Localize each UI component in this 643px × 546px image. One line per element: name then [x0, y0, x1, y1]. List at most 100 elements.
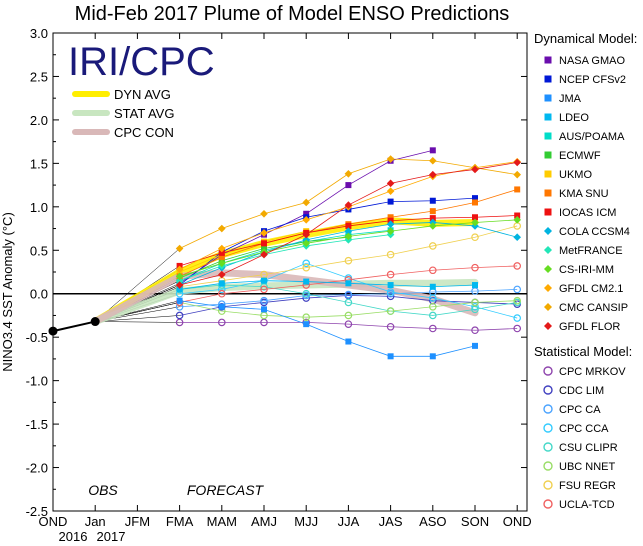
point-gfdl-cm2-1	[260, 229, 268, 237]
legend-marker-aus-poama	[544, 132, 552, 140]
point-metfrance	[175, 276, 184, 285]
point-gfdl-flor	[302, 230, 310, 239]
point-gfdl-flor	[429, 170, 437, 179]
legend-marker-cdc-lim	[543, 385, 553, 395]
point-gfdl-cm2-1	[218, 244, 226, 253]
legend-marker-jma	[544, 94, 552, 102]
dynamical-models-legend: NASA GMAO NCEP CFSv2 JMA LDEO AUS/POAMA ECMWF…	[544, 55, 630, 333]
legend-label-aus-poama: AUS/POAMA	[559, 131, 625, 143]
point-ldeo	[218, 280, 225, 287]
legend-label-ubc-nnet: UBC NNET	[559, 461, 616, 473]
point-cmc-cansip	[218, 224, 226, 233]
point-gfdl-flor	[344, 201, 353, 209]
legend-marker-cs-iri-mm	[544, 265, 552, 273]
point-fsu-regr	[386, 250, 395, 259]
point-cmc-cansip	[260, 209, 268, 218]
point-cpc-cca	[428, 294, 437, 302]
series-line-cpc-mrkov	[179, 322, 518, 331]
x-tick-label: JAS	[379, 514, 403, 529]
legend-label-cmc-cansip: CMC CANSIP	[559, 302, 628, 314]
legend-label-ncep-cfsv2: NCEP CFSv2	[559, 74, 626, 86]
point-ucla-tcd	[260, 285, 268, 294]
legend-label-gfdl-cm2-1: GFDL CM2.1	[559, 283, 623, 295]
point-jma	[472, 342, 478, 349]
point-gfdl-cm2-1	[386, 187, 395, 195]
x-tick-label: Jan	[85, 514, 106, 529]
point-ubc-nnet	[344, 311, 353, 320]
point-cpc-cca	[471, 302, 479, 311]
point-ucla-tcd	[386, 270, 395, 279]
legend-marker-gfdl-cm2-1	[544, 284, 552, 292]
legend-marker-fsu-regr	[543, 480, 553, 490]
point-cs-iri-mm	[386, 227, 395, 235]
point-ldeo	[176, 286, 183, 293]
point-csu-clipr	[428, 311, 437, 320]
point-iocas-icm	[218, 249, 225, 256]
x-axis-ticks: OND Jan JFM FMA MAM AMJ MJJ JJA JAS ASO SON OND	[39, 33, 532, 529]
point-ncep-cfsv2	[472, 195, 478, 202]
point-ucla-tcd	[218, 289, 226, 298]
x-tick-label: OND	[503, 514, 532, 529]
plot-frame	[52, 32, 528, 512]
x-tick-label: MJJ	[294, 514, 318, 529]
legend-label-ecmwf: ECMWF	[559, 150, 601, 162]
legend-label-cpc-ca: CPC CA	[559, 404, 601, 416]
x-tick-label: JJA	[338, 514, 360, 529]
point-jma	[303, 321, 310, 328]
forecast-label: FORECAST	[187, 482, 265, 498]
legend-marker-ubc-nnet	[543, 461, 553, 471]
point-ubc-nnet	[471, 298, 479, 307]
point-nasa-gmao	[303, 210, 310, 217]
point-cmc-cansip	[344, 169, 353, 178]
point-ncep-cfsv2	[429, 197, 436, 204]
point-kma-snu	[218, 254, 225, 261]
y-tick-label: -1.0	[26, 374, 48, 389]
legend-label-cpc-mrkov: CPC MRKOV	[559, 366, 626, 378]
legend-label-cola-ccsm4: COLA CCSM4	[559, 226, 630, 238]
legend-marker-ukmo	[544, 170, 552, 178]
fan-line	[95, 315, 180, 322]
point-cs-iri-mm	[302, 239, 310, 248]
point-cs-iri-mm	[429, 222, 437, 230]
y-tick-label: 3.0	[30, 26, 48, 41]
point-cdc-lim	[175, 311, 184, 320]
point-gfdl-cm2-1	[175, 265, 184, 274]
point-cpc-cca	[386, 288, 395, 296]
point-iocas-icm	[429, 215, 436, 222]
series-line-cpc-ca	[179, 288, 518, 308]
y-tick-label: -2.0	[26, 461, 48, 476]
legend-marker-kma-snu	[544, 189, 552, 197]
series-line-ldeo	[179, 280, 476, 290]
point-iocas-icm	[514, 212, 521, 219]
year-label-2017: 2017	[97, 529, 126, 544]
series-line-ucla-tcd	[179, 265, 518, 303]
x-tick-label: FMA	[166, 514, 194, 529]
point-ldeo	[387, 282, 394, 289]
point-ldeo	[429, 283, 436, 290]
point-cs-iri-mm	[471, 218, 479, 227]
legend-marker-iocas-icm	[544, 208, 552, 216]
legend-marker-nasa-gmao	[544, 56, 552, 64]
point-cpc-ca	[260, 296, 268, 305]
point-ubc-nnet	[302, 313, 311, 321]
legend-marker-ncep-cfsv2	[544, 75, 552, 83]
point-cs-iri-mm	[218, 259, 226, 268]
point-cs-iri-mm	[513, 216, 521, 224]
legend-label-cs-iri-mm: CS-IRI-MM	[559, 264, 614, 276]
point-ldeo	[261, 277, 267, 284]
point-gfdl-flor	[260, 250, 268, 259]
legend-label-ldeo: LDEO	[559, 112, 589, 124]
point-nasa-gmao	[429, 147, 436, 154]
legend-label-ukmo: UKMO	[559, 169, 592, 181]
dynamical-legend-header: Dynamical Model:	[534, 31, 637, 46]
point-fsu-regr	[344, 256, 353, 265]
point-jma	[261, 306, 267, 313]
year-label-2016: 2016	[59, 529, 88, 544]
point-gfdl-flor	[513, 158, 521, 167]
point-cmc-cansip	[513, 170, 521, 179]
legend-marker-cpc-cca	[543, 423, 553, 433]
point-fsu-regr	[471, 233, 479, 242]
point-kma-snu	[387, 214, 394, 221]
series-line-jma	[179, 300, 476, 357]
legend-marker-ucla-tcd	[543, 499, 553, 509]
